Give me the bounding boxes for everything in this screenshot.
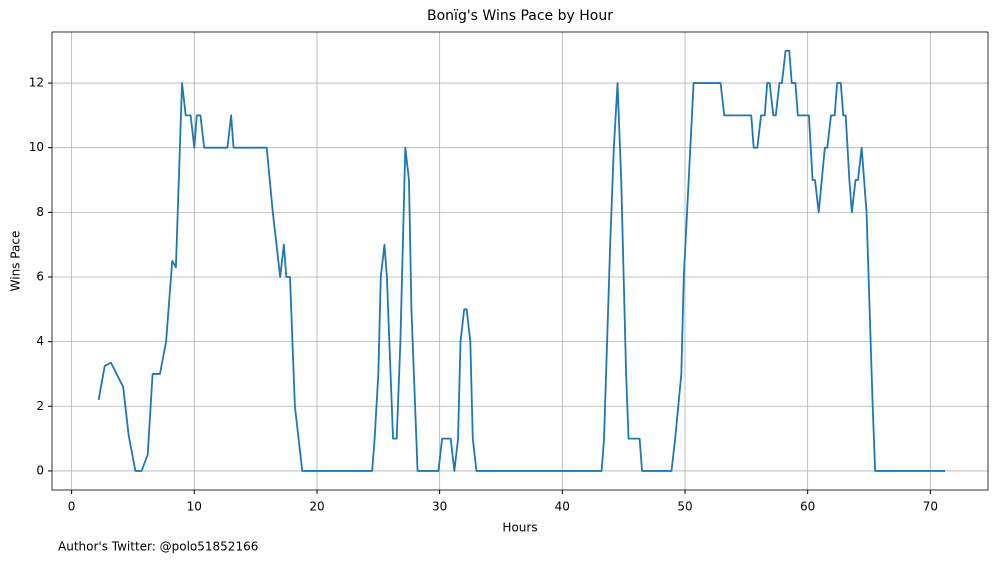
x-tick-label: 20	[309, 500, 324, 514]
x-tick-label: 50	[677, 500, 692, 514]
x-axis-label: Hours	[502, 521, 537, 535]
y-tick-label: 10	[29, 140, 44, 154]
y-tick-label: 8	[36, 205, 44, 219]
x-tick-label: 70	[923, 500, 938, 514]
y-tick-label: 2	[36, 399, 44, 413]
y-tick-label: 6	[36, 269, 44, 283]
y-axis-label: Wins Pace	[9, 231, 23, 292]
x-tick-label: 60	[800, 500, 815, 514]
y-tick-label: 4	[36, 334, 44, 348]
chart-title: Bonïg's Wins Pace by Hour	[427, 8, 613, 24]
data-line	[97, 49, 946, 472]
x-tick-label: 0	[68, 500, 76, 514]
y-tick-label: 12	[29, 76, 44, 90]
annotation: Author's Twitter: @polo51852166	[58, 540, 258, 554]
x-tick-label: 30	[432, 500, 447, 514]
x-tick-label: 40	[555, 500, 570, 514]
plot-frame	[51, 31, 989, 491]
x-tick-label: 10	[187, 500, 202, 514]
y-tick-label: 0	[36, 463, 44, 477]
